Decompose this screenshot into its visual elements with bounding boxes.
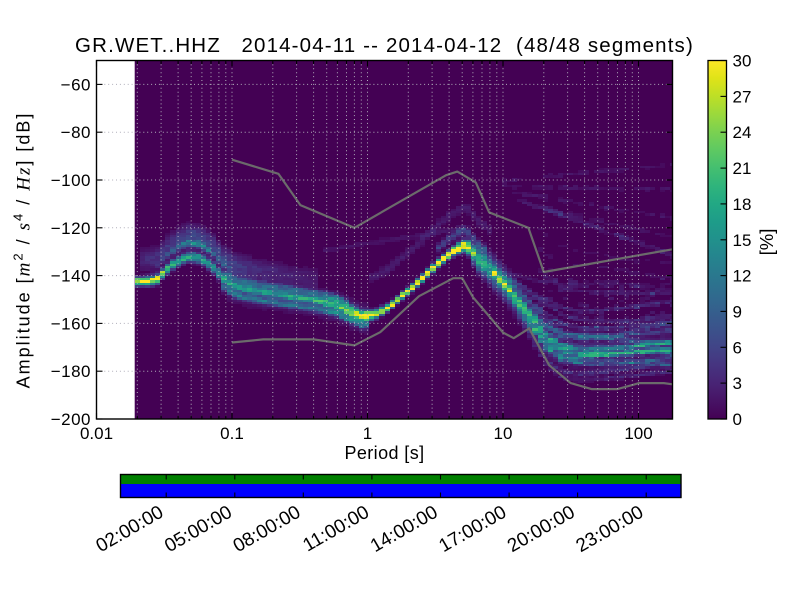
svg-text:−80: −80 [61,123,91,142]
svg-text:−180: −180 [51,362,91,381]
svg-text:27: 27 [733,87,752,106]
svg-text:100: 100 [624,424,652,443]
svg-text:21: 21 [733,159,752,178]
svg-text:1: 1 [363,424,372,443]
svg-text:−120: −120 [51,219,91,238]
svg-text:−60: −60 [61,75,91,94]
svg-text:−200: −200 [51,410,91,429]
svg-text:−140: −140 [51,267,91,286]
svg-text:−160: −160 [51,314,91,333]
svg-text:10: 10 [494,424,513,443]
svg-text:−100: −100 [51,171,91,190]
svg-text:9: 9 [733,302,742,321]
svg-text:Period [s]: Period [s] [344,443,424,463]
svg-text:6: 6 [733,338,742,357]
svg-text:24: 24 [733,123,752,142]
svg-text:[%]: [%] [756,229,777,256]
svg-text:12: 12 [733,267,752,286]
svg-text:18: 18 [733,195,752,214]
svg-text:0.1: 0.1 [220,424,244,443]
svg-text:0: 0 [733,410,742,429]
svg-text:15: 15 [733,231,752,250]
svg-text:0.01: 0.01 [80,424,113,443]
svg-text:GR.WET..HHZ 2014-04-11 -- 20: GR.WET..HHZ 2014-04-11 -- 2014-04-12 (48… [75,34,694,57]
svg-text:3: 3 [733,374,742,393]
svg-text:30: 30 [733,52,752,71]
svg-text:Amplitude [m2 / s4 / Hz] [dB]: Amplitude [m2 / s4 / Hz] [dB] [11,112,35,389]
